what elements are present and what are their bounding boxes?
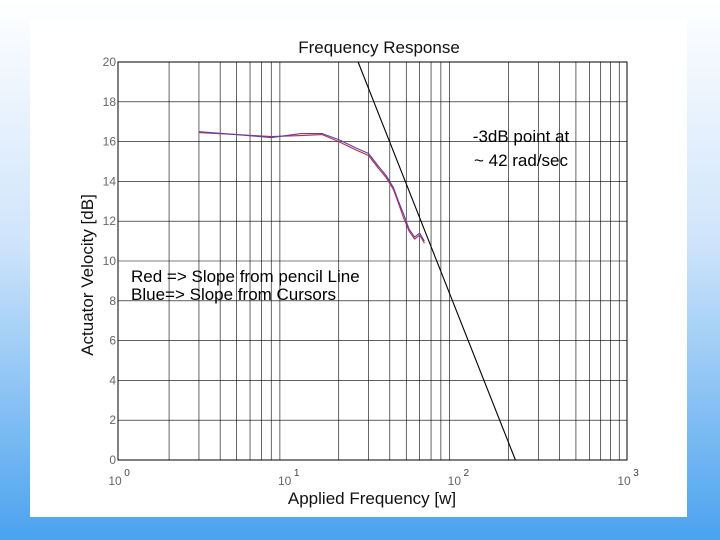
x-tick-label-base: 10 [448,474,462,488]
x-tick-label-base: 10 [278,474,292,488]
y-tick-label: 6 [109,334,116,348]
y-tick-label: 18 [103,95,117,109]
legend-note-blue: Blue=> Slope from Cursors [131,285,336,304]
grid [118,61,627,461]
series-lines [198,61,516,461]
x-tick-label-exponent: 2 [464,468,470,479]
series-line-2 [357,61,516,461]
annotation-3db-line2: ~ 42 rad/sec [474,151,569,170]
y-tick-labels: 0 2 4 6 8 10 12 14 16 18 20 [103,55,117,467]
slide: 0 2 4 6 8 10 12 14 16 18 20 10 0 10 1 10 2 10 3 Frequency… [30,20,687,517]
y-tick-label: 20 [103,55,117,69]
x-tick-label-exponent: 0 [124,468,130,479]
y-axis-label: Actuator Velocity [dB] [78,194,97,356]
y-tick-label: 10 [103,254,117,268]
series-line-1 [198,131,425,242]
y-tick-label: 2 [109,413,116,427]
y-tick-label: 12 [103,214,117,228]
y-tick-label: 16 [103,135,117,149]
legend-note-red: Red => Slope from pencil Line [131,267,360,286]
x-tick-label-base: 10 [617,474,631,488]
series-line-0 [198,132,425,244]
y-tick-label: 4 [109,373,116,387]
annotation-3db-line1: -3dB point at [473,127,570,146]
x-tick-label-base: 10 [108,474,122,488]
y-tick-label: 14 [103,174,117,188]
x-tick-label-exponent: 3 [633,468,639,479]
chart-title: Frequency Response [298,38,460,57]
y-tick-label: 8 [109,294,116,308]
x-tick-label-exponent: 1 [294,468,300,479]
y-tick-label: 0 [109,453,116,467]
x-axis-label: Applied Frequency [w] [288,489,456,508]
plot-frame [117,61,628,461]
